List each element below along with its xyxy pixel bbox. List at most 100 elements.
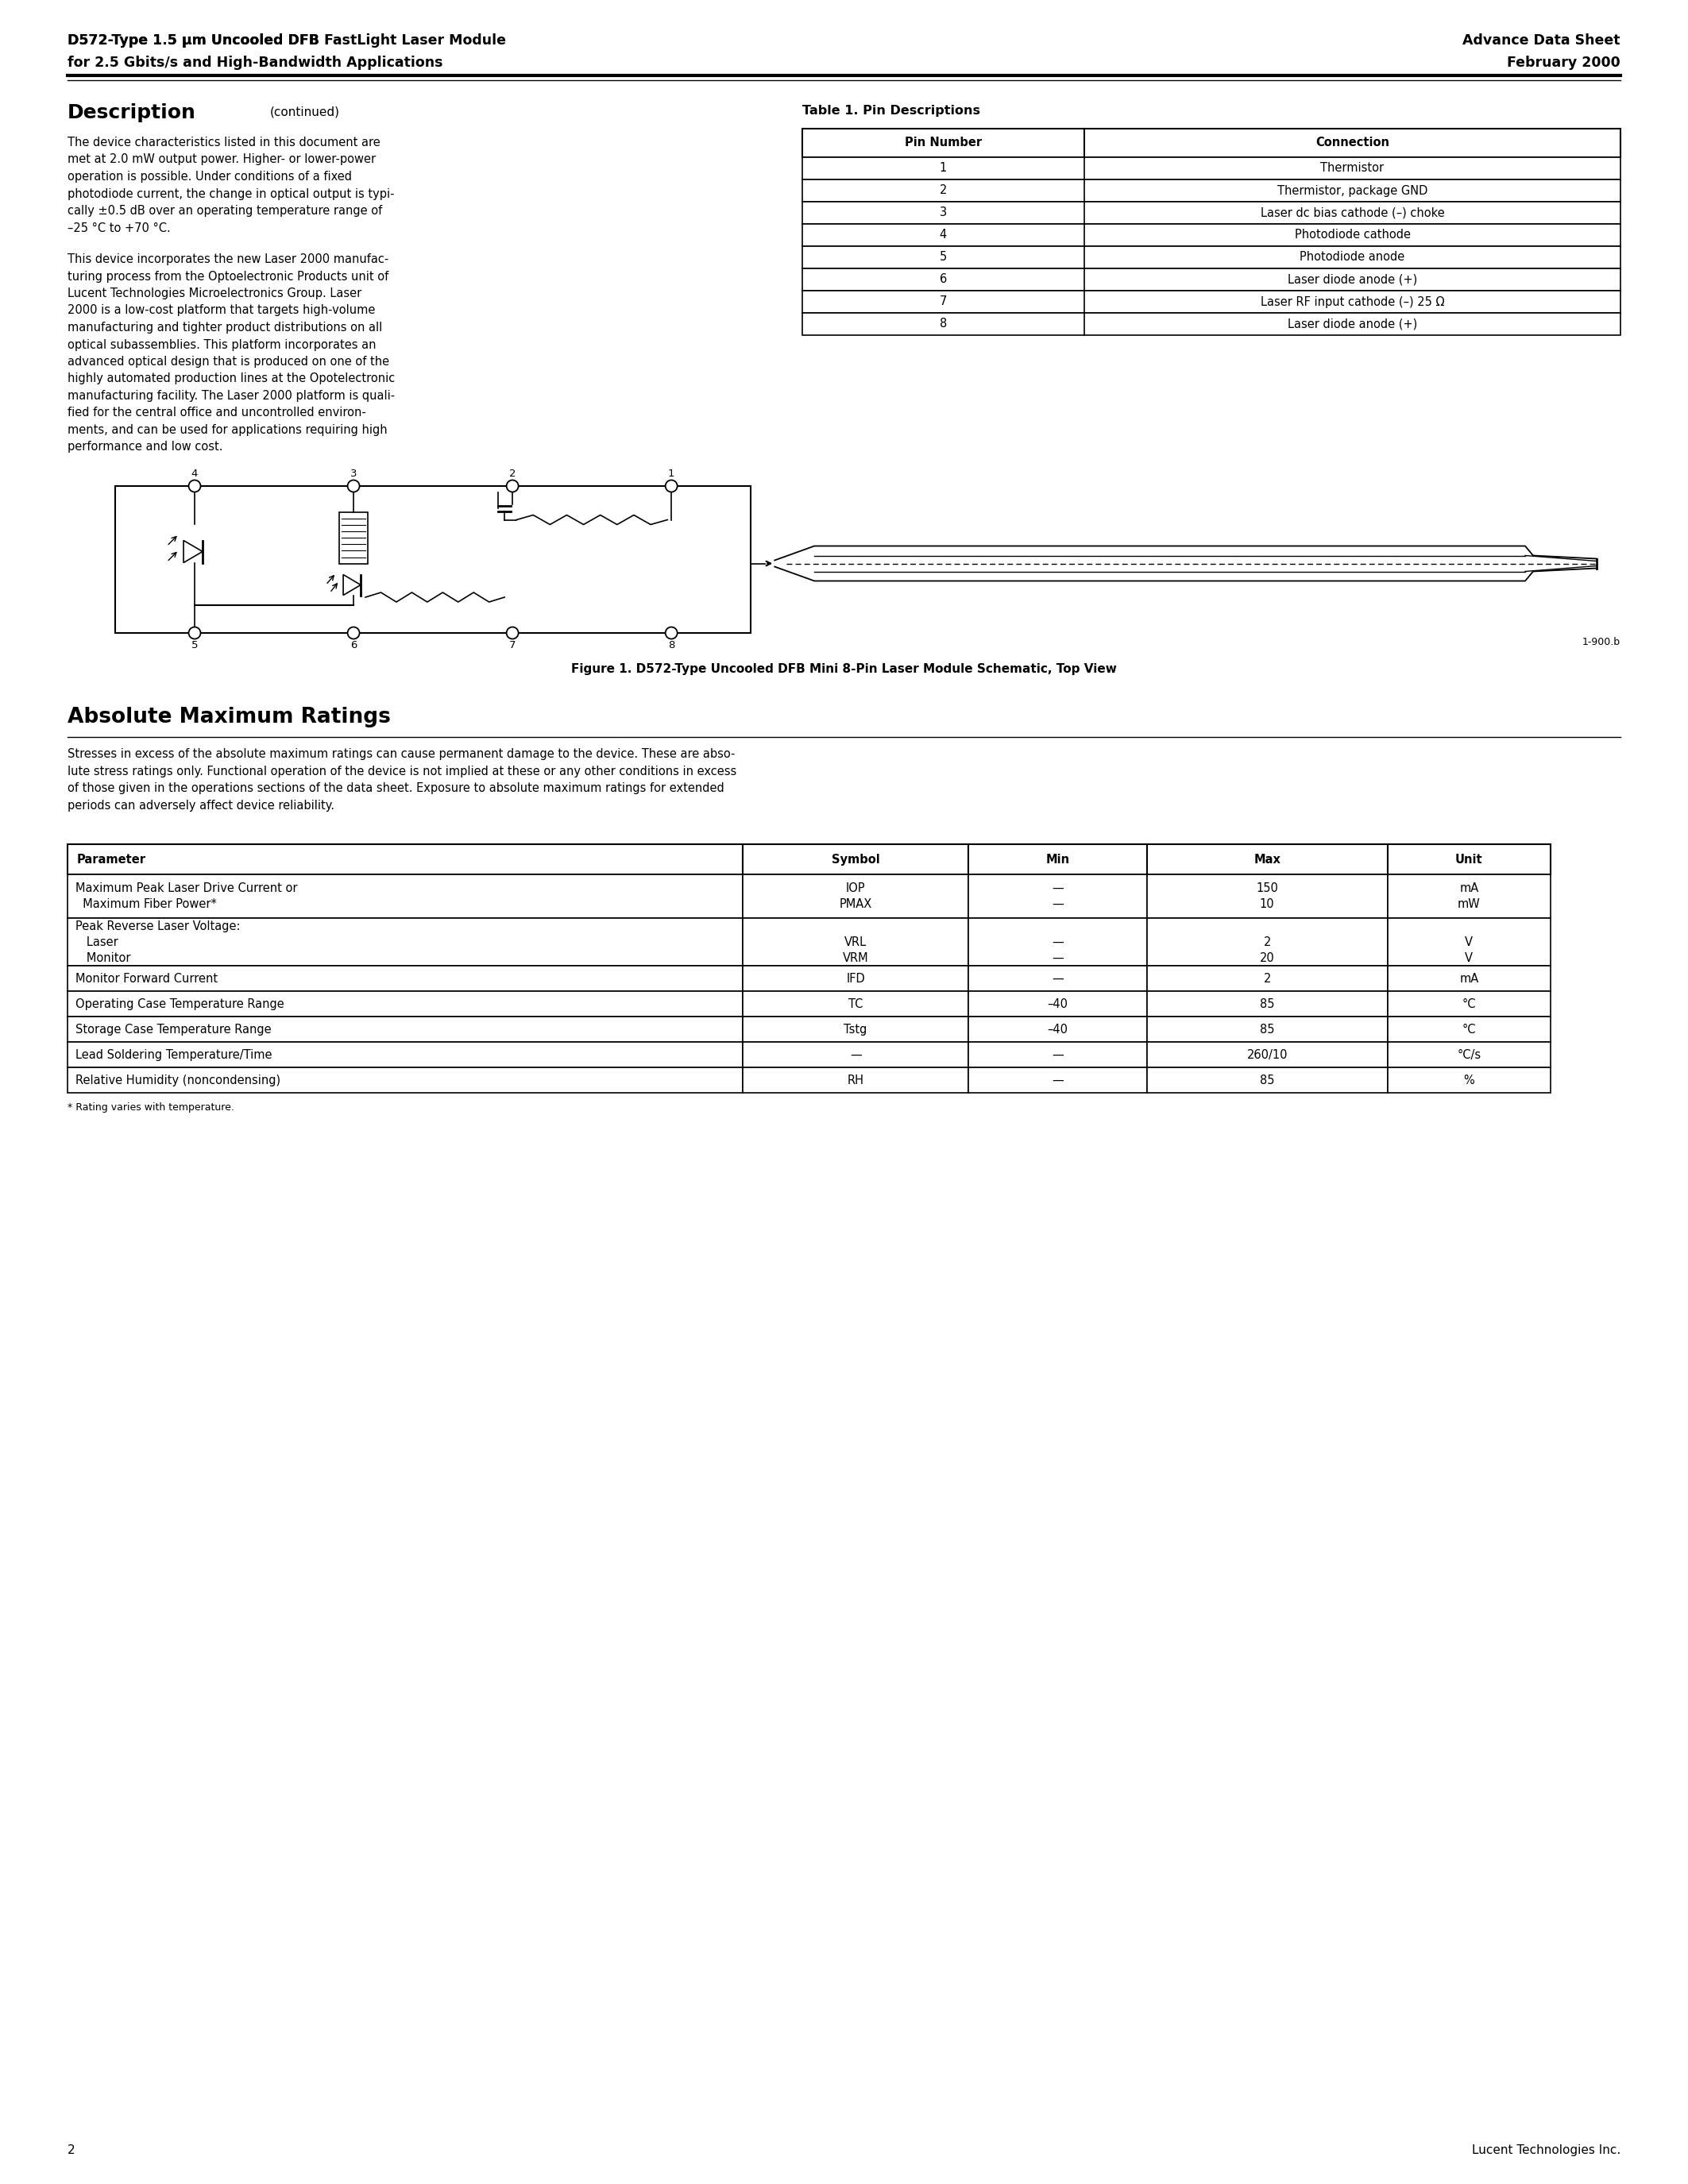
Bar xyxy=(1388,845,1551,874)
Bar xyxy=(969,965,1146,992)
Text: 6: 6 xyxy=(349,640,356,651)
Text: 2000 is a low-cost platform that targets high-volume: 2000 is a low-cost platform that targets… xyxy=(68,304,375,317)
Bar xyxy=(1146,992,1388,1016)
Text: D572-Type 1.5 μm Uncooled DFB: D572-Type 1.5 μm Uncooled DFB xyxy=(68,33,324,48)
Circle shape xyxy=(506,480,518,491)
Text: manufacturing facility. The Laser 2000 platform is quali-: manufacturing facility. The Laser 2000 p… xyxy=(68,391,395,402)
Bar xyxy=(969,1016,1146,1042)
Text: Pin Number: Pin Number xyxy=(905,138,982,149)
Bar xyxy=(1146,917,1388,965)
Text: Parameter: Parameter xyxy=(78,854,147,865)
Text: 4: 4 xyxy=(191,470,197,478)
Text: ments, and can be used for applications requiring high: ments, and can be used for applications … xyxy=(68,424,387,437)
Bar xyxy=(339,511,368,563)
Text: advanced optical design that is produced on one of the: advanced optical design that is produced… xyxy=(68,356,390,367)
Circle shape xyxy=(189,480,201,491)
Text: 7: 7 xyxy=(510,640,517,651)
Text: Maximum Fiber Power*: Maximum Fiber Power* xyxy=(76,898,216,911)
Text: —: — xyxy=(1052,882,1063,893)
Text: —: — xyxy=(849,1048,861,1061)
Text: VRM: VRM xyxy=(842,952,869,963)
Text: —: — xyxy=(1052,1048,1063,1061)
Text: Thermistor: Thermistor xyxy=(1320,162,1384,175)
Text: Monitor Forward Current: Monitor Forward Current xyxy=(76,972,218,985)
Text: operation is possible. Under conditions of a fixed: operation is possible. Under conditions … xyxy=(68,170,351,183)
Text: —: — xyxy=(1052,937,1063,948)
Text: –40: –40 xyxy=(1047,1024,1069,1035)
Text: * Rating varies with temperature.: * Rating varies with temperature. xyxy=(68,1103,235,1112)
Text: Advance Data Sheet: Advance Data Sheet xyxy=(1463,33,1620,48)
Bar xyxy=(1388,1068,1551,1092)
Bar xyxy=(743,965,969,992)
Circle shape xyxy=(665,480,677,491)
Text: photodiode current, the change in optical output is typi-: photodiode current, the change in optica… xyxy=(68,188,395,199)
Text: TC: TC xyxy=(849,998,863,1009)
Text: °C: °C xyxy=(1462,1024,1475,1035)
Text: —: — xyxy=(1052,952,1063,963)
Text: 2: 2 xyxy=(510,470,517,478)
Text: mW: mW xyxy=(1458,898,1480,911)
Bar xyxy=(1388,965,1551,992)
Text: 5: 5 xyxy=(940,251,947,264)
Circle shape xyxy=(348,480,360,491)
Text: The device characteristics listed in this document are: The device characteristics listed in thi… xyxy=(68,138,380,149)
Text: Description: Description xyxy=(68,103,196,122)
Text: met at 2.0 mW output power. Higher- or lower-power: met at 2.0 mW output power. Higher- or l… xyxy=(68,153,376,166)
Bar xyxy=(743,992,969,1016)
Text: –25 °C to +70 °C.: –25 °C to +70 °C. xyxy=(68,223,170,234)
Text: V: V xyxy=(1465,937,1474,948)
Bar xyxy=(802,247,1620,269)
Bar xyxy=(68,992,743,1016)
Text: D572-Type 1.5 μm Uncooled DFB FastLight Laser Module: D572-Type 1.5 μm Uncooled DFB FastLight … xyxy=(68,33,506,48)
Text: D572-Type 1.5 μm Uncooled DFB FastLight Laser Module: D572-Type 1.5 μm Uncooled DFB FastLight … xyxy=(68,33,506,48)
Text: Lead Soldering Temperature/Time: Lead Soldering Temperature/Time xyxy=(76,1048,272,1061)
Text: °C: °C xyxy=(1462,998,1475,1009)
Bar xyxy=(1146,874,1388,917)
Text: highly automated production lines at the Opotelectronic: highly automated production lines at the… xyxy=(68,373,395,384)
Text: —: — xyxy=(1052,972,1063,985)
Text: °C/s: °C/s xyxy=(1457,1048,1480,1061)
Bar xyxy=(115,487,751,633)
Text: 8: 8 xyxy=(940,319,947,330)
Text: Connection: Connection xyxy=(1315,138,1389,149)
Text: Tstg: Tstg xyxy=(844,1024,868,1035)
Bar xyxy=(969,992,1146,1016)
Text: Figure 1. D572-Type Uncooled DFB Mini 8-Pin Laser Module Schematic, Top View: Figure 1. D572-Type Uncooled DFB Mini 8-… xyxy=(571,664,1117,675)
Bar xyxy=(68,845,743,874)
Bar xyxy=(969,1042,1146,1068)
Bar xyxy=(1146,845,1388,874)
Text: of those given in the operations sections of the data sheet. Exposure to absolut: of those given in the operations section… xyxy=(68,782,724,795)
Bar xyxy=(743,1016,969,1042)
Text: 2: 2 xyxy=(1263,937,1271,948)
Bar xyxy=(743,917,969,965)
Bar xyxy=(802,201,1620,225)
Text: 20: 20 xyxy=(1259,952,1274,963)
Text: Photodiode anode: Photodiode anode xyxy=(1300,251,1404,264)
Text: 3: 3 xyxy=(349,470,356,478)
Text: 2: 2 xyxy=(940,186,947,197)
Text: 2: 2 xyxy=(1263,972,1271,985)
Text: IFD: IFD xyxy=(846,972,864,985)
Circle shape xyxy=(665,627,677,640)
Text: Laser diode anode (+): Laser diode anode (+) xyxy=(1288,319,1418,330)
Bar xyxy=(743,845,969,874)
Text: Storage Case Temperature Range: Storage Case Temperature Range xyxy=(76,1024,272,1035)
Text: mA: mA xyxy=(1460,882,1479,893)
Bar xyxy=(1146,1042,1388,1068)
Bar xyxy=(743,1042,969,1068)
Bar xyxy=(1388,917,1551,965)
Text: 2: 2 xyxy=(68,2145,76,2156)
Text: Photodiode cathode: Photodiode cathode xyxy=(1295,229,1411,240)
Bar xyxy=(802,179,1620,201)
Bar xyxy=(802,157,1620,179)
Text: Lucent Technologies Inc.: Lucent Technologies Inc. xyxy=(1472,2145,1620,2156)
Text: 150: 150 xyxy=(1256,882,1278,893)
Text: 5: 5 xyxy=(191,640,197,651)
Text: —: — xyxy=(1052,1075,1063,1085)
Text: V: V xyxy=(1465,952,1474,963)
Text: manufacturing and tighter product distributions on all: manufacturing and tighter product distri… xyxy=(68,321,381,334)
Text: 7: 7 xyxy=(940,295,947,308)
Text: (continued): (continued) xyxy=(270,107,339,118)
Text: cally ±0.5 dB over an operating temperature range of: cally ±0.5 dB over an operating temperat… xyxy=(68,205,381,216)
Text: Absolute Maximum Ratings: Absolute Maximum Ratings xyxy=(68,708,390,727)
